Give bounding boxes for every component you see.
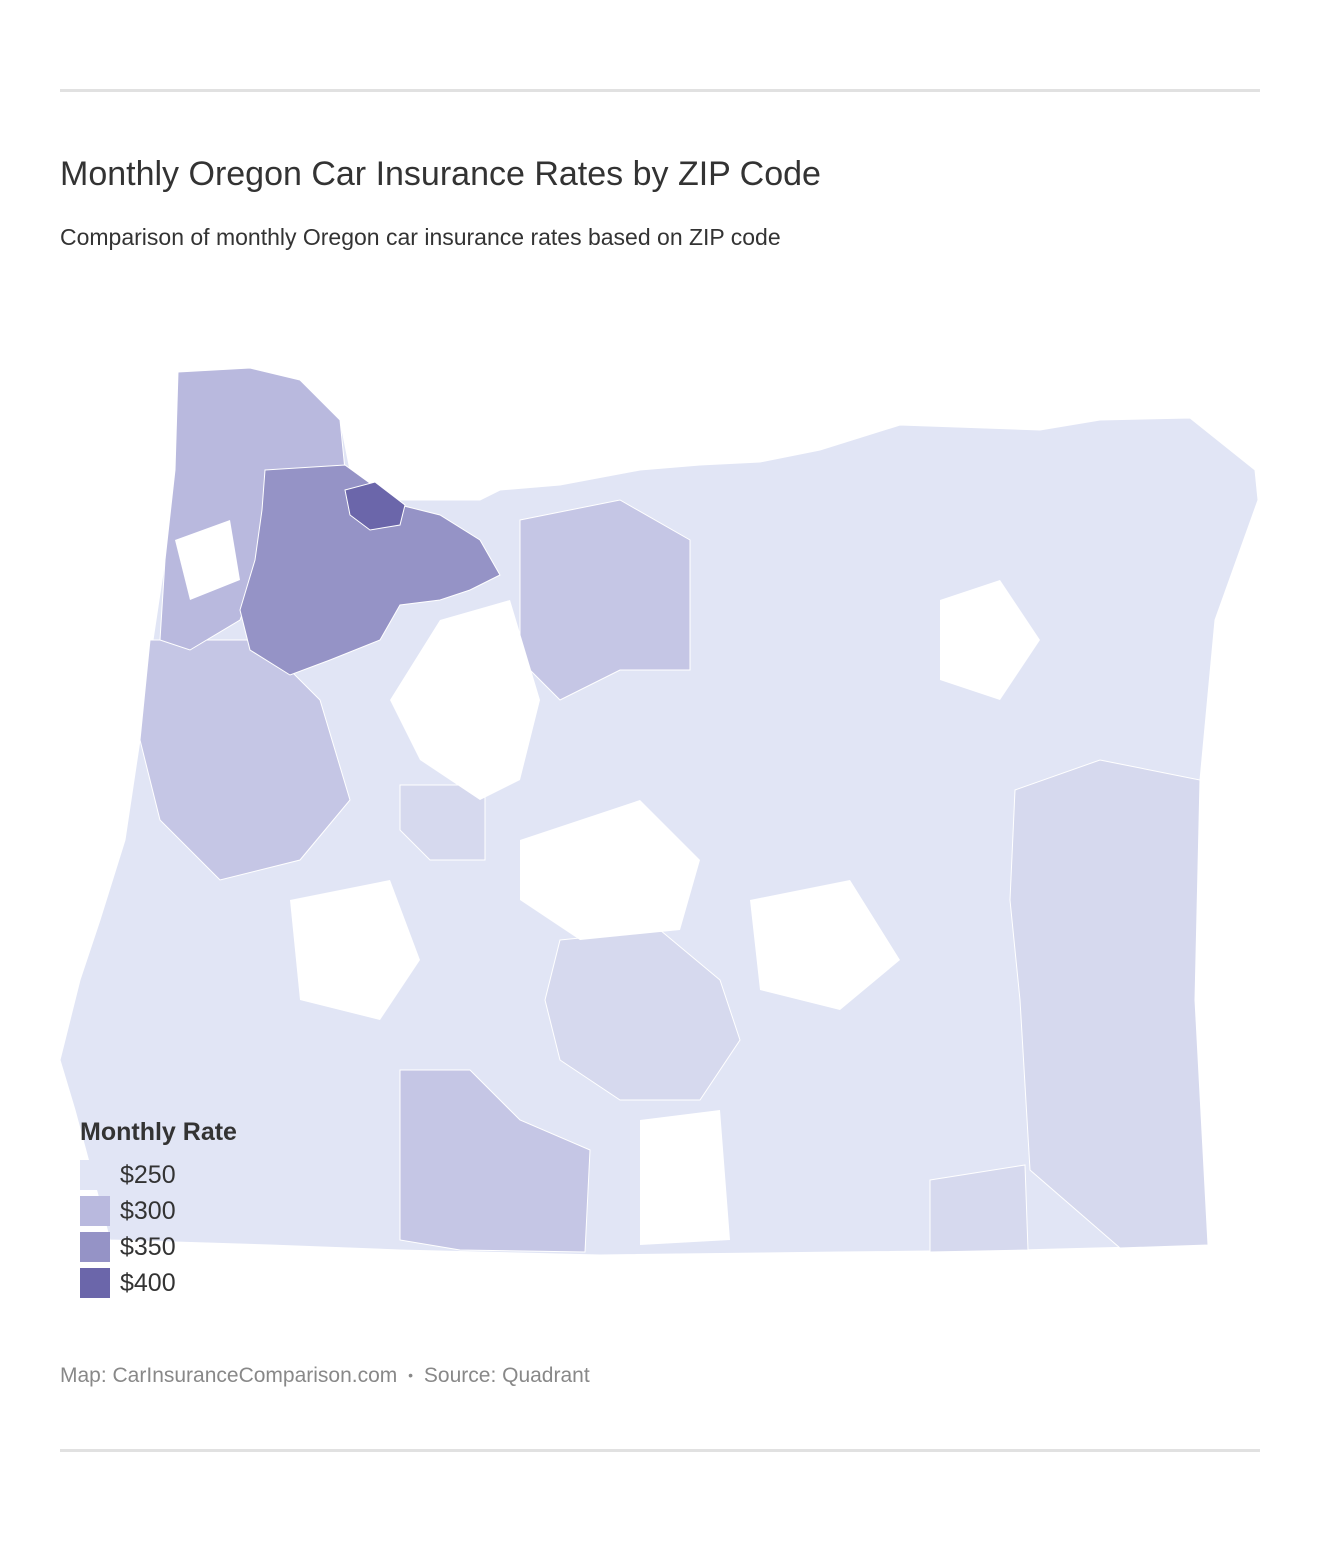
- legend-swatch: [80, 1160, 110, 1190]
- unassigned-area: [640, 1110, 730, 1245]
- data-source: Source: Quadrant: [423, 1364, 590, 1387]
- southwest-zip-region: [399, 1069, 591, 1253]
- southeast-zip-region: [929, 1164, 1029, 1253]
- legend-title: Monthly Rate: [80, 1118, 237, 1146]
- legend-swatch: [80, 1232, 110, 1262]
- south-central-zip-region: [544, 929, 741, 1101]
- footer-separator: •: [408, 1367, 414, 1383]
- legend-item: $250: [80, 1157, 237, 1193]
- eastern-zip-region: [1009, 759, 1209, 1249]
- page-title: Monthly Oregon Car Insurance Rates by ZI…: [60, 155, 821, 193]
- unassigned-area: [520, 800, 700, 940]
- page-subtitle: Comparison of monthly Oregon car insuran…: [60, 224, 781, 250]
- unassigned-area: [390, 600, 540, 800]
- unassigned-area: [750, 880, 900, 1010]
- legend-item: $300: [80, 1193, 237, 1229]
- unassigned-area: [940, 580, 1040, 700]
- map-credit: Map: CarInsuranceComparison.com: [60, 1364, 398, 1387]
- legend-item: $400: [80, 1265, 237, 1301]
- unassigned-area: [290, 880, 420, 1020]
- legend-item: $350: [80, 1229, 237, 1265]
- legend-label: $400: [120, 1268, 176, 1297]
- bottom-divider: [60, 1449, 1260, 1452]
- north-central-zip-region: [519, 499, 691, 701]
- legend-label: $350: [120, 1232, 176, 1261]
- oregon-map-svg: [59, 367, 1259, 1256]
- legend-swatch: [80, 1196, 110, 1226]
- choropleth-map: [0, 300, 1320, 1320]
- map-legend: Monthly Rate $250 $300 $350 $400: [80, 1118, 237, 1301]
- legend-label: $250: [120, 1160, 176, 1189]
- portland-metro-zip-region: [239, 464, 501, 676]
- legend-swatch: [80, 1268, 110, 1298]
- portland-core-zip-region: [344, 481, 406, 531]
- source-footer: Map: CarInsuranceComparison.com • Source…: [60, 1364, 590, 1388]
- top-divider: [60, 89, 1260, 92]
- unassigned-area: [175, 520, 240, 600]
- legend-label: $300: [120, 1196, 176, 1225]
